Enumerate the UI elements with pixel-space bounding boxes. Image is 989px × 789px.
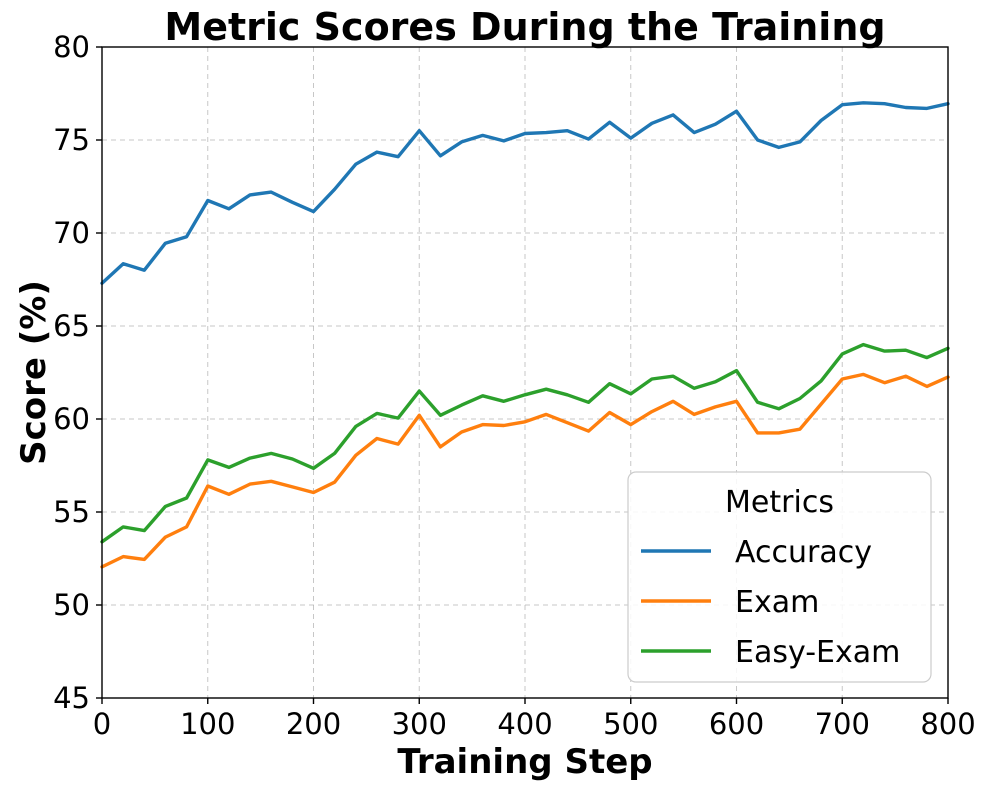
legend-entries: Accuracy Exam Easy-Exam [641, 535, 900, 670]
legend-title: Metrics [725, 485, 834, 520]
x-tick-label: 700 [815, 707, 870, 741]
legend-label-exam: Exam [735, 585, 819, 620]
legend-box [627, 471, 932, 683]
y-tick-label: 60 [53, 402, 90, 436]
legend-label-accuracy: Accuracy [735, 535, 872, 570]
x-tick-label: 0 [93, 707, 111, 741]
series-line-exam [100, 372, 950, 569]
y-tick-label: 45 [53, 681, 90, 715]
y-axis-label: Score (%) [14, 280, 54, 465]
legend-label-easy-exam: Easy-Exam [735, 635, 900, 670]
x-tick-label: 100 [180, 707, 235, 741]
series-lines [100, 101, 950, 569]
y-tick-label: 65 [53, 309, 90, 343]
y-tick-label: 55 [53, 495, 90, 529]
y-tick-label: 70 [53, 216, 90, 250]
y-tick-label: 75 [53, 123, 90, 157]
y-tick-label: 80 [53, 30, 90, 64]
x-tick-label: 600 [709, 707, 764, 741]
x-tick-label: 800 [920, 707, 975, 741]
series-line-accuracy [100, 101, 950, 285]
legend: Metrics Accuracy Exam Easy-Exam [627, 471, 932, 683]
axis-ticks: 0 100 200 300 400 500 600 700 800 45 50 55 60 65 70 75 8… [53, 30, 976, 741]
y-tick-label: 50 [53, 588, 90, 622]
x-tick-label: 200 [286, 707, 341, 741]
chart-title: Metric Scores During the Training [164, 5, 885, 49]
x-tick-label: 300 [392, 707, 447, 741]
x-tick-label: 500 [603, 707, 658, 741]
series-line-easy-exam [100, 342, 950, 544]
x-tick-label: 400 [497, 707, 552, 741]
x-axis-label: Training Step [397, 742, 652, 782]
